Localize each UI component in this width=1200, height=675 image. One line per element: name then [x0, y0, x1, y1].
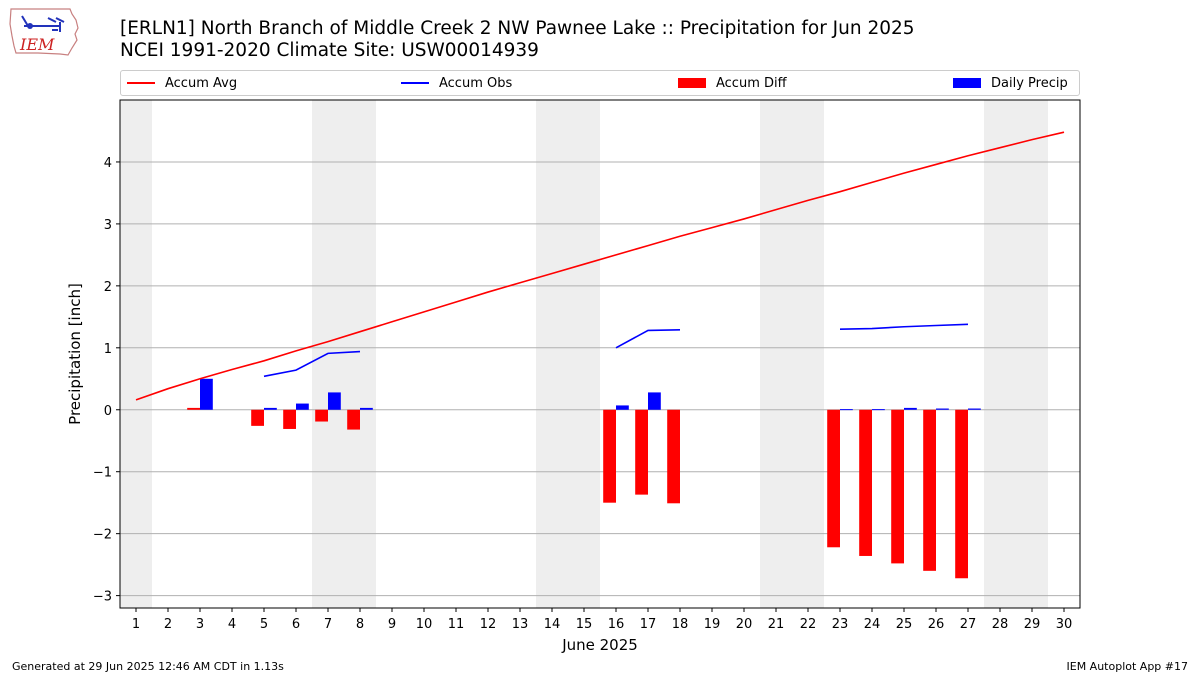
x-tick-label: 16 — [608, 617, 625, 632]
accum-diff-bar — [667, 409, 680, 504]
daily-precip-bar — [328, 392, 341, 410]
chart-subtitle: NCEI 1991-2020 Climate Site: USW00014939 — [120, 40, 539, 61]
y-tick-label: 2 — [104, 280, 112, 295]
x-tick-label: 22 — [800, 617, 817, 632]
x-tick-label: 3 — [196, 617, 204, 632]
legend-item-accum-avg: Accum Avg — [127, 71, 237, 95]
accum-avg-line — [135, 131, 1065, 401]
accum-diff-bar — [251, 409, 264, 426]
x-tick-label: 23 — [832, 617, 849, 632]
weekend-band — [312, 100, 376, 608]
accum-obs-line — [263, 350, 361, 378]
x-tick-label: 20 — [736, 617, 753, 632]
x-tick-label: 10 — [416, 617, 433, 632]
x-tick-label: 27 — [960, 617, 977, 632]
x-tick-label: 13 — [512, 617, 529, 632]
x-tick-label: 25 — [896, 617, 913, 632]
generated-timestamp: Generated at 29 Jun 2025 12:46 AM CDT in… — [12, 660, 284, 673]
x-tick-label: 14 — [544, 617, 561, 632]
accum-diff-bar — [347, 409, 360, 430]
daily-precip-bar — [936, 408, 949, 410]
legend-label: Accum Obs — [439, 75, 513, 91]
accum-diff-bar — [283, 409, 296, 429]
x-tick-label: 21 — [768, 617, 785, 632]
chart-legend: Accum Avg Accum Obs Accum Diff Daily Pre… — [120, 70, 1080, 96]
legend-swatch-accum-avg — [127, 82, 155, 84]
daily-precip-bar — [840, 409, 853, 411]
accum-diff-bar — [827, 409, 840, 548]
app-label: IEM Autoplot App #17 — [1066, 660, 1189, 673]
x-tick-label: 28 — [992, 617, 1009, 632]
legend-item-accum-obs: Accum Obs — [401, 71, 512, 95]
accum-obs-line — [839, 323, 969, 331]
weekend-band — [760, 100, 824, 608]
accum-diff-bar — [923, 409, 936, 571]
y-axis-label: Precipitation [inch] — [66, 283, 84, 425]
weekend-band — [984, 100, 1048, 608]
x-tick-label: 4 — [228, 617, 236, 632]
legend-item-daily-precip: Daily Precip — [953, 71, 1068, 95]
x-tick-label: 30 — [1056, 617, 1073, 632]
accum-diff-bar — [315, 409, 328, 422]
daily-precip-bar — [616, 405, 629, 410]
x-tick-label: 8 — [356, 617, 364, 632]
accum-diff-bar — [635, 409, 648, 495]
accum-diff-bar — [955, 409, 968, 579]
weekend-band — [120, 100, 152, 608]
accum-obs-line — [615, 329, 681, 349]
legend-swatch-accum-diff — [678, 78, 706, 88]
x-tick-label: 29 — [1024, 617, 1041, 632]
plot-frame — [119, 99, 1081, 609]
y-tick-label: 3 — [104, 218, 112, 233]
x-tick-label: 17 — [640, 617, 657, 632]
daily-precip-bar — [904, 407, 917, 410]
legend-label: Accum Avg — [165, 75, 238, 91]
x-tick-label: 5 — [260, 617, 268, 632]
daily-precip-bar — [968, 408, 981, 410]
x-tick-label: 6 — [292, 617, 300, 632]
iem-logo: IEM — [9, 8, 79, 56]
y-tick-label: 1 — [104, 342, 112, 357]
y-tick-label: 4 — [104, 156, 112, 171]
y-tick-label: −2 — [93, 528, 112, 543]
x-tick-label: 11 — [448, 617, 465, 632]
x-tick-label: 1 — [132, 617, 140, 632]
logo-text: IEM — [19, 35, 55, 54]
daily-precip-bar — [648, 392, 661, 410]
accum-diff-bar — [187, 407, 200, 410]
daily-precip-bar — [264, 407, 277, 410]
accum-diff-bar — [859, 409, 872, 556]
weather-station-icon — [21, 15, 65, 32]
x-tick-label: 19 — [704, 617, 721, 632]
daily-precip-bar — [360, 407, 373, 410]
daily-precip-bar — [200, 378, 213, 410]
legend-label: Daily Precip — [991, 75, 1068, 91]
legend-item-accum-diff: Accum Diff — [678, 71, 787, 95]
daily-precip-bar — [872, 409, 885, 411]
x-tick-label: 18 — [672, 617, 689, 632]
legend-swatch-daily-precip — [953, 78, 981, 88]
y-tick-label: 0 — [104, 404, 112, 419]
x-tick-label: 24 — [864, 617, 881, 632]
x-tick-label: 12 — [480, 617, 497, 632]
x-tick-label: 26 — [928, 617, 945, 632]
daily-precip-bar — [296, 403, 309, 410]
legend-label: Accum Diff — [716, 75, 787, 91]
x-tick-label: 9 — [388, 617, 396, 632]
chart-title: [ERLN1] North Branch of Middle Creek 2 N… — [120, 18, 915, 39]
weekend-band — [536, 100, 600, 608]
iowa-state-outline-icon — [9, 8, 79, 56]
y-tick-label: −1 — [93, 466, 112, 481]
legend-swatch-accum-obs — [401, 82, 429, 84]
x-tick-label: 15 — [576, 617, 593, 632]
x-axis-label: June 2025 — [561, 636, 638, 654]
accum-diff-bar — [891, 409, 904, 564]
x-tick-label: 7 — [324, 617, 332, 632]
accum-diff-bar — [603, 409, 616, 503]
x-tick-label: 2 — [164, 617, 172, 632]
y-tick-label: −3 — [93, 590, 112, 605]
